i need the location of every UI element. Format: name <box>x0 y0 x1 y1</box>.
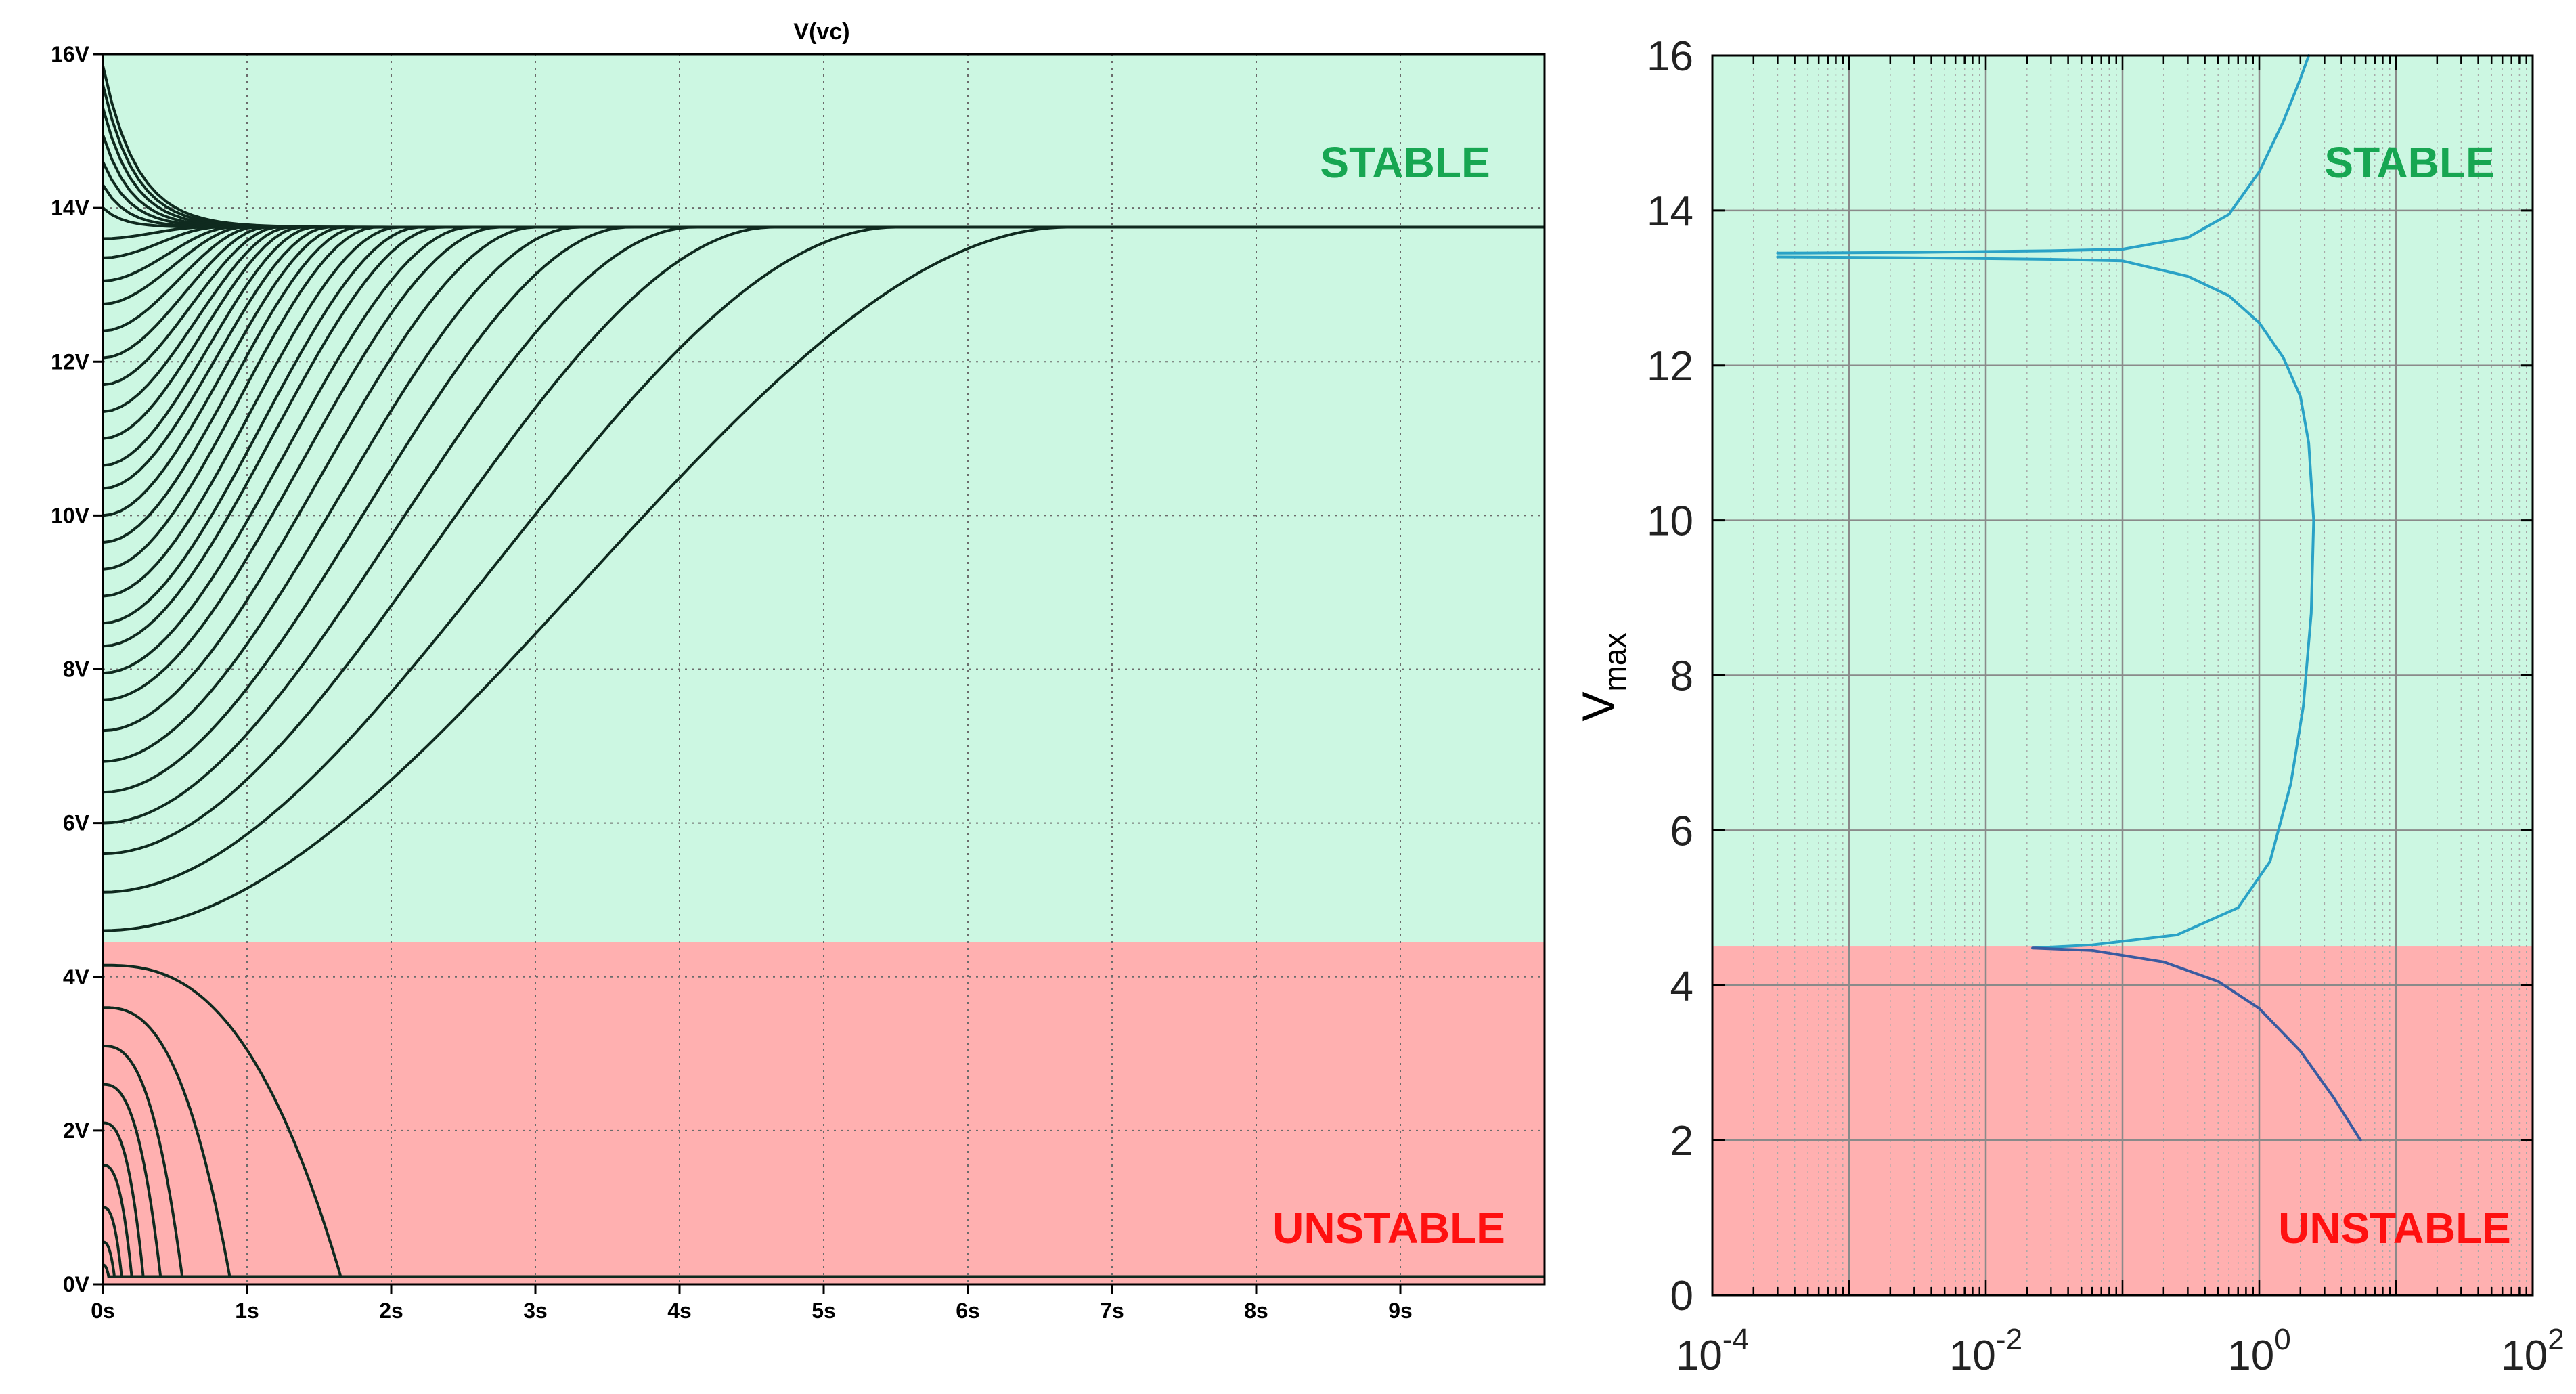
left-x-tick-label: 0s <box>91 1299 115 1323</box>
tick-exponent: 2 <box>2548 1323 2564 1356</box>
right-x-tick-label: 102 <box>2501 1323 2564 1379</box>
stable-trace <box>102 65 1545 229</box>
left-y-tick-label: 8V <box>63 657 90 682</box>
left-chart-panel: V(vc) 0V 2V 4V 6V 8V 10V 12V 14V 16V 0s 1s 2s 3s 4s 5… <box>51 19 1546 1323</box>
right-chart-curves <box>1776 54 2362 1142</box>
unstable-trace <box>103 1121 1545 1278</box>
tick-exponent: -4 <box>1723 1323 1749 1356</box>
right-y-tick-label: 0 <box>1670 1273 1693 1320</box>
left-x-tick-label: 6s <box>956 1299 980 1323</box>
unstable-trace <box>103 1006 1545 1278</box>
left-x-tick-label: 2s <box>379 1299 403 1323</box>
tick-exponent: 0 <box>2274 1323 2290 1356</box>
right-y-axis-label: Vmax <box>1573 633 1633 722</box>
right-x-tick-label: 10-4 <box>1676 1323 1749 1379</box>
left-y-tick-label: 16V <box>51 42 90 66</box>
left-x-tick-label: 8s <box>1244 1299 1268 1323</box>
tick-base: 10 <box>1949 1332 1996 1379</box>
tick-base: 10 <box>1676 1332 1723 1379</box>
left-chart-title: V(vc) <box>793 19 849 45</box>
right-curve <box>2031 946 2362 1142</box>
right-stable-label: STABLE <box>2324 138 2494 187</box>
left-y-tick-label: 2V <box>63 1118 90 1143</box>
left-unstable-label: UNSTABLE <box>1272 1204 1505 1253</box>
tick-exponent: -2 <box>1996 1323 2022 1356</box>
ylabel-subscript: max <box>1597 633 1633 692</box>
unstable-trace <box>103 963 1545 1278</box>
ylabel-base: V <box>1573 691 1623 721</box>
left-x-tick-label: 5s <box>812 1299 836 1323</box>
right-chart-grid <box>1712 56 2533 1295</box>
left-y-tick-label: 12V <box>51 349 90 374</box>
right-y-tick-label: 6 <box>1670 808 1693 854</box>
left-chart-traces <box>102 65 1545 1278</box>
left-x-tick-label: 1s <box>235 1299 259 1323</box>
tick-base: 10 <box>2501 1332 2548 1379</box>
unstable-trace <box>103 1164 1545 1278</box>
left-x-tick-label: 4s <box>667 1299 692 1323</box>
left-y-tick-label: 6V <box>63 811 90 835</box>
right-y-tick-label: 2 <box>1670 1118 1693 1164</box>
left-y-tick-label: 0V <box>63 1272 90 1297</box>
right-y-axis: 0 2 4 6 8 10 12 14 16 <box>1647 33 2533 1320</box>
right-curve <box>1776 255 2315 950</box>
left-stable-label: STABLE <box>1320 138 1490 187</box>
left-y-axis: 0V 2V 4V 6V 8V 10V 12V 14V 16V <box>51 42 103 1297</box>
right-x-tick-label: 10-2 <box>1949 1323 2022 1379</box>
right-x-axis: 10-4 10-2 100 102 <box>1676 56 2564 1379</box>
left-x-tick-label: 3s <box>523 1299 548 1323</box>
tick-base: 10 <box>2227 1332 2274 1379</box>
right-y-tick-label: 4 <box>1670 963 1693 1009</box>
unstable-trace <box>103 1083 1545 1278</box>
right-curve <box>1776 54 2311 255</box>
left-x-tick-label: 7s <box>1100 1299 1124 1323</box>
right-y-tick-label: 14 <box>1647 188 1693 235</box>
unstable-trace <box>103 1206 1545 1278</box>
right-y-tick-label: 10 <box>1647 498 1693 545</box>
left-y-tick-label: 14V <box>51 196 90 220</box>
right-y-tick-label: 8 <box>1670 653 1693 700</box>
left-stable-region <box>103 54 1545 942</box>
right-y-tick-label: 16 <box>1647 33 1693 80</box>
left-x-axis: 0s 1s 2s 3s 4s 5s 6s 7s 8s 9s <box>91 1284 1413 1323</box>
left-x-tick-label: 9s <box>1388 1299 1413 1323</box>
unstable-trace <box>102 1240 1545 1278</box>
left-y-tick-label: 4V <box>63 965 90 989</box>
right-y-tick-label: 12 <box>1647 343 1693 390</box>
unstable-trace <box>103 1045 1545 1278</box>
right-unstable-label: UNSTABLE <box>2278 1204 2511 1253</box>
left-y-tick-label: 10V <box>51 503 90 527</box>
right-x-tick-label: 100 <box>2227 1323 2290 1379</box>
